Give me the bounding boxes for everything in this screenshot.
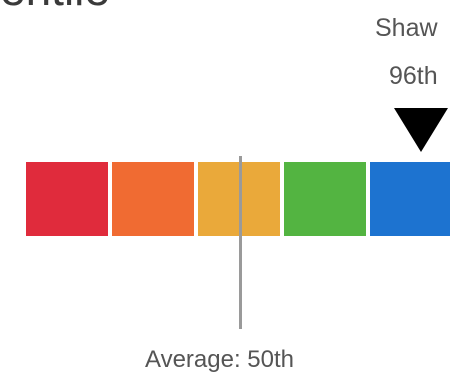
- percentile-bar: [26, 162, 450, 236]
- segment-blue: [370, 162, 450, 236]
- marker-percentile-label: 96th: [389, 62, 438, 90]
- page-title: entile: [0, 0, 110, 12]
- marker-name-label: Shaw: [375, 14, 438, 42]
- segment-orange: [112, 162, 194, 236]
- segment-red: [26, 162, 108, 236]
- average-label: Average: 50th: [145, 346, 295, 373]
- average-marker-line: [239, 156, 242, 329]
- segment-green: [284, 162, 366, 236]
- marker-arrow-icon: [394, 108, 448, 152]
